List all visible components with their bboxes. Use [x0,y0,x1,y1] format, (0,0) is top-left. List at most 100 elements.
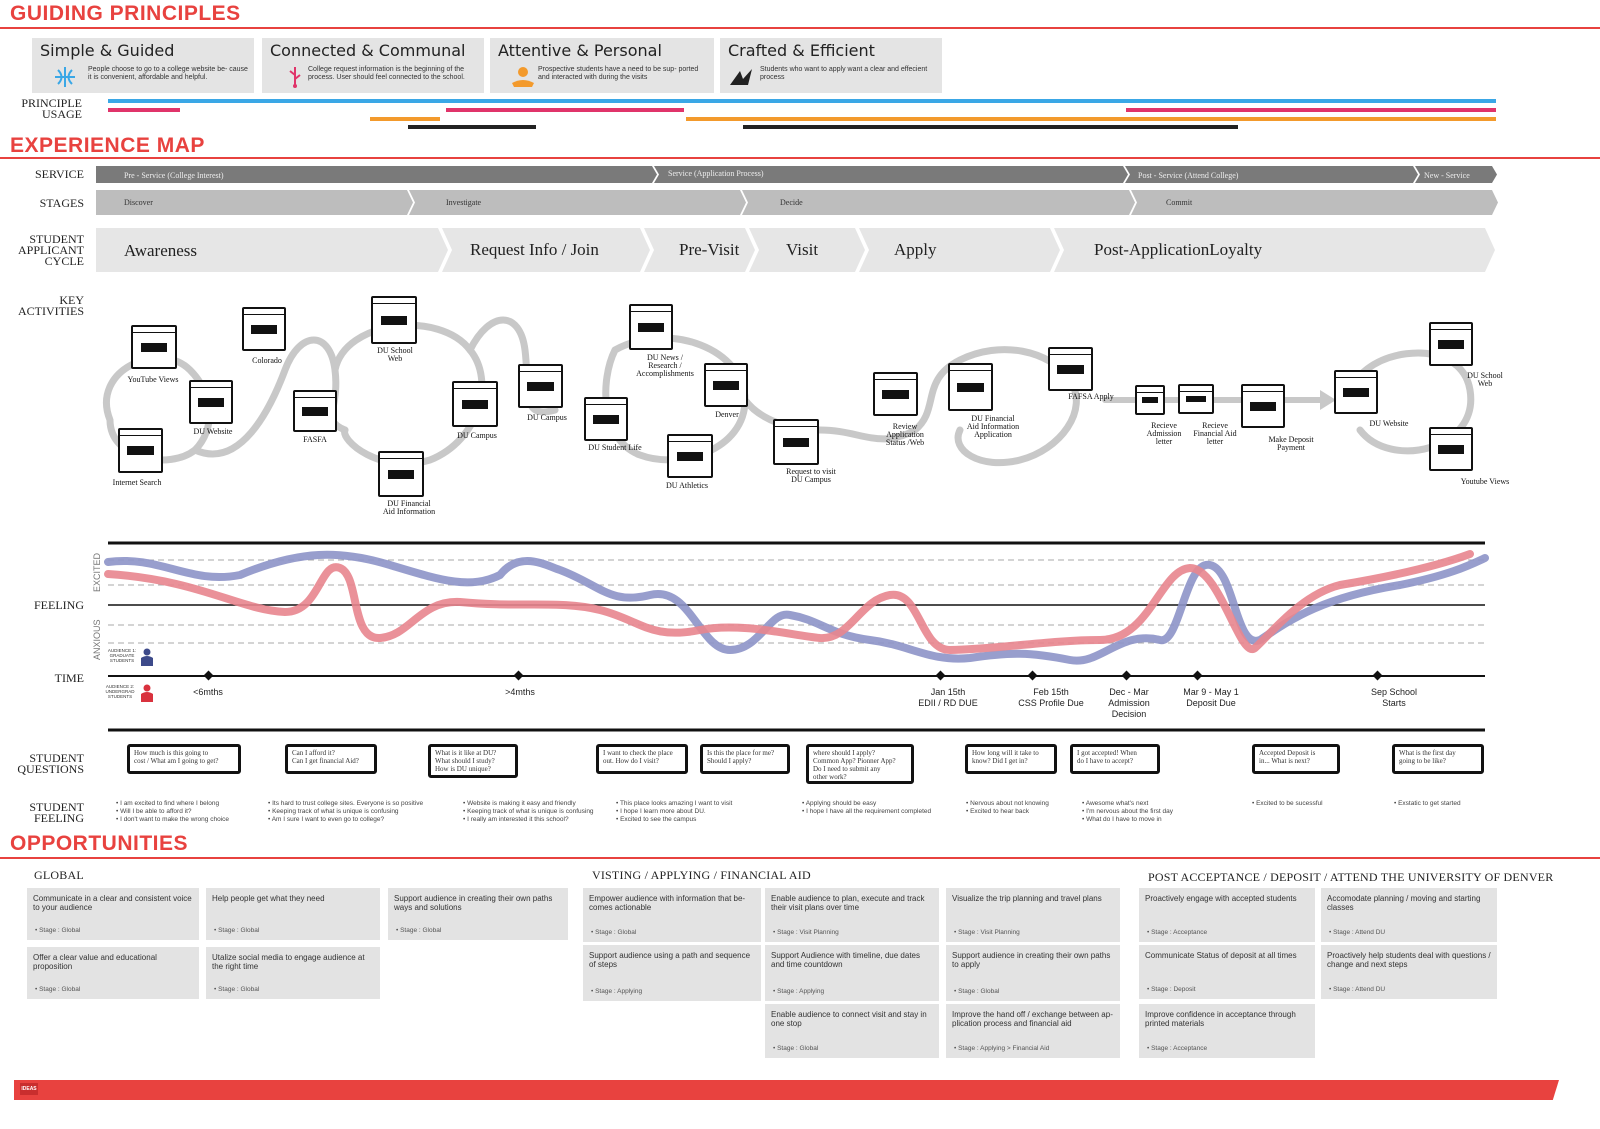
principle-attentive-personal: Attentive & Personal Prospective student… [490,38,718,93]
service-text-0: Pre - Service (College Interest) [124,171,224,180]
cycle-chevron-4 [859,228,1060,272]
principle-crafted-efficient: Crafted & Efficient Students who want to… [720,38,946,93]
webpage-icon [518,364,563,408]
question-bubble: What is it like at DU? What should I stu… [428,744,518,778]
opportunity-card: Support audience using a path and sequen… [583,945,761,1001]
stage-text-0: Discover [124,198,153,207]
principle-usage-label: PRINCIPLE USAGE [21,96,82,121]
stage-text-2: Decide [780,198,803,207]
opportunity-card: Support audience in creating their own p… [946,945,1120,1001]
undergrad-feeling-line [104,550,1474,655]
feeling-notes: • Excited to be sucessful [1252,800,1323,807]
experience-map-title: EXPERIENCE MAP [10,134,205,157]
service-text-2: Post - Service (Attend College) [1138,171,1239,180]
webpage-icon [1241,384,1285,428]
opportunity-stage: • Stage : Deposit [1147,986,1196,993]
opportunity-stage: • Stage : Global [396,927,442,934]
section-divider [0,857,1600,859]
usage-bar-simple [108,99,1496,103]
usage-bar-connected [1126,108,1496,112]
activity-journey [103,316,1475,468]
opportunity-stage: • Stage : Acceptance [1147,1045,1208,1052]
service-text-3: New - Service [1424,171,1470,180]
opportunity-stage: • Stage : Global [773,1045,819,1052]
opportunity-stage: • Stage : Global [35,986,81,993]
webpage-icon [584,397,628,441]
opportunity-text: Proactively engage with accepted student… [1145,894,1297,903]
webpage-icon [118,428,163,473]
question-bubble: I want to check the place out. How do I … [596,744,688,774]
anxious-axis-label: ANXIOUS [92,619,102,660]
opportunity-text: Visualize the trip planning and travel p… [952,894,1102,903]
opportunity-card: Communicate in a clear and consistent vo… [27,888,199,940]
footer-logo: IDEAS [20,1083,38,1095]
student-feeling-label: STUDENT FEELING [29,800,84,825]
feeling-label: FEELING [34,598,84,612]
opportunity-stage: • Stage : Global [954,988,1000,995]
student-questions-label: STUDENT QUESTIONS [17,751,84,776]
opportunity-text: Communicate in a clear and consistent vo… [33,894,192,912]
opportunity-stage: • Stage : Visit Planning [954,929,1020,936]
cycle-chevron-5 [1054,228,1495,272]
stage-text-3: Commit [1166,198,1193,207]
time-tick-label: Feb 15th CSS Profile Due [1018,687,1084,708]
opportunity-text: Improve confidence in acceptance through… [1145,1010,1296,1028]
service-chevron-pre [96,166,657,183]
journey-arrowhead [1320,390,1336,410]
opportunity-card: Empower audience with information that b… [583,888,761,942]
opportunity-card: Communicate Status of deposit at all tim… [1139,945,1315,999]
webpage-icon [873,372,918,416]
time-marker [1372,670,1383,681]
feeling-notes: • Exstatic to get started [1394,800,1461,807]
usage-bar-crafted [408,125,536,129]
cycle-chevron-2 [644,228,755,272]
opportunity-card: Accomodate planning / moving and startin… [1321,888,1497,942]
opportunity-stage: • Stage : Global [214,927,260,934]
stages-label: STAGES [39,196,84,210]
cycle-text-4: Apply [894,240,937,259]
time-tick-label: Mar 9 - May 1 Deposit Due [1183,687,1239,708]
guiding-principles-title: GUIDING PRINCIPLES [10,2,241,25]
cycle-chevron-1 [442,228,650,272]
usage-bar-attentive [370,117,440,121]
opportunity-card: Visualize the trip planning and travel p… [946,888,1120,942]
cycle-text-0: Awareness [124,241,197,260]
cycle-label: STUDENT APPLICANT CYCLE [17,232,84,268]
question-bubble: How long will it take to know? Did I get… [965,744,1057,774]
cycle-text-2: Pre-Visit [679,240,740,259]
principle-text: Prospective students have a need to be s… [538,66,699,81]
service-row: Pre - Service (College Interest) Service… [96,166,1497,183]
cycle-chevron-0 [96,228,448,272]
question-bubble: Accepted Deposit is in... What is next? [1252,744,1340,774]
activity-label: Recieve Financial Aid letter [1193,421,1237,446]
opportunity-stage: • Stage : Attend DU [1329,929,1386,936]
opportunity-text: Communicate Status of deposit at all tim… [1145,951,1297,960]
webpage-icon [667,434,713,478]
webpage-icon [1429,322,1473,366]
section-divider [0,27,1600,29]
webpage-icon [452,381,498,427]
stage-chevron-decide [742,190,1135,215]
letter-icon [1135,385,1165,415]
opportunity-stage: • Stage : Applying [591,988,643,995]
webpage-icon [378,451,424,497]
service-chevron-service [654,166,1128,183]
activity-label: DU Financial Aid Information [382,499,436,516]
opportunity-text: Enable audience to connect visit and sta… [771,1010,927,1028]
usage-bar-connected [108,108,180,112]
service-label: SERVICE [34,167,84,181]
time-tick-label: Dec - Mar Admission Decision [1108,687,1150,719]
feeling-notes: • Its hard to trust college sites. Every… [268,800,424,823]
service-chevron-new [1415,166,1497,183]
cycle-text-1: Request Info / Join [470,240,599,259]
opportunity-card: Help people get what they need • Stage : … [206,888,380,940]
opportunity-stage: • Stage : Global [591,929,637,936]
time-markers [203,670,1383,681]
opportunity-card: Proactively engage with accepted student… [1139,888,1315,942]
opportunity-stage: • Stage : Attend DU [1329,986,1386,993]
opportunity-card: Utalize social media to engage audience … [206,947,380,999]
usb-plug-icon [289,67,301,88]
activity-label: FASFA [303,435,327,444]
compass-icon [55,67,75,87]
time-marker [203,670,214,681]
